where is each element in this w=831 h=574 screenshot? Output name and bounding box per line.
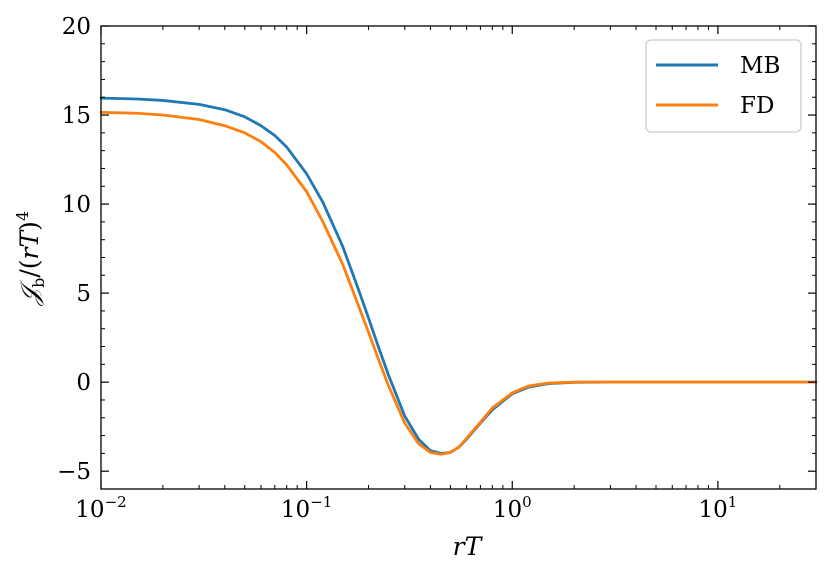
tick-labels: 20 15 10 5 0 −5 10−2 10−1 100 101	[57, 14, 737, 523]
svg-text:𝒥b/(rT)4: 𝒥b/(rT)4	[13, 211, 48, 306]
y-axis-label: 𝒥b/(rT)4	[13, 211, 48, 306]
x-tick-label: 10−2	[75, 493, 126, 523]
y-tick-label: 0	[76, 370, 91, 396]
legend: MB FD	[645, 39, 802, 133]
x-tick-label: 100	[493, 493, 532, 523]
x-axis-label: rT	[453, 532, 484, 561]
x-tick-label: 101	[698, 493, 737, 523]
legend-box	[645, 39, 802, 133]
x-tick-label: 10−1	[281, 493, 332, 523]
plot-frame	[100, 25, 817, 490]
y-tick-label: −5	[57, 459, 91, 485]
plot-area	[99, 96, 818, 456]
series-line-mb	[99, 96, 818, 455]
y-tick-label: 5	[76, 281, 91, 307]
series-line-fd	[99, 110, 818, 456]
y-tick-label: 20	[62, 14, 91, 40]
legend-label-mb: MB	[740, 53, 780, 79]
y-tick-label: 15	[62, 103, 91, 129]
legend-label-fd: FD	[740, 93, 774, 119]
y-tick-label: 10	[62, 192, 91, 218]
